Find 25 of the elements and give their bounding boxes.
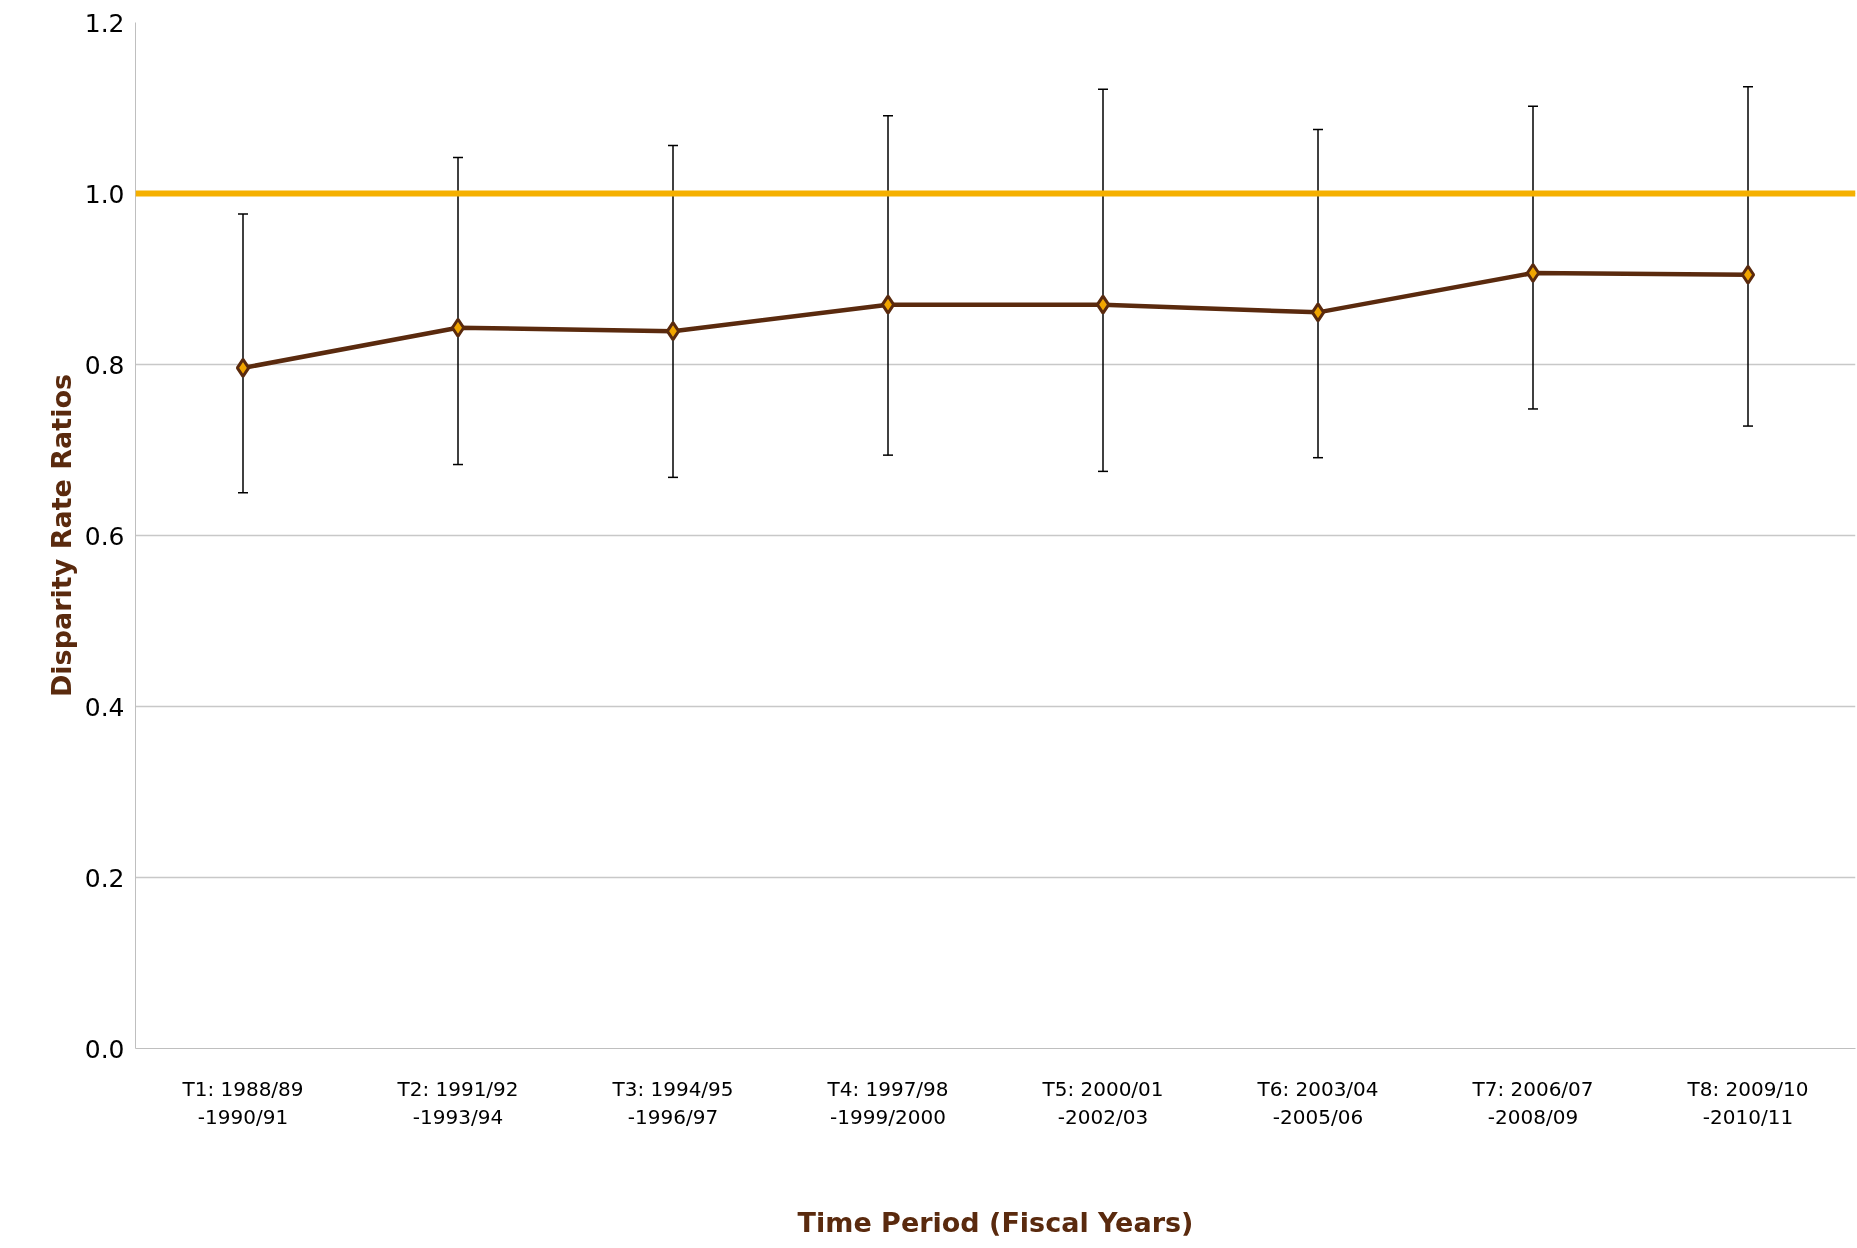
y-tick-label: 0.6 — [84, 521, 125, 551]
point — [450, 317, 466, 338]
x-tick-label: T8: 2009/10 -2010/11 — [1686, 1076, 1809, 1130]
y-tick-label: 0.2 — [84, 863, 125, 893]
x-tick-label: T7: 2006/07 -2008/09 — [1471, 1076, 1594, 1130]
y-tick-label: 1.0 — [84, 179, 125, 209]
x-tick-label: T2: 1991/92 -1993/94 — [396, 1076, 519, 1130]
point — [880, 294, 896, 315]
y-tick-label: 1.2 — [84, 8, 125, 38]
y-tick-label: 0.0 — [84, 1034, 125, 1064]
point — [235, 357, 251, 378]
y-tick-label: 0.4 — [84, 692, 125, 722]
x-tick-label: T5: 2000/01 -2002/03 — [1041, 1076, 1164, 1130]
y-tick-label: 0.8 — [84, 350, 125, 380]
point — [1095, 294, 1111, 315]
point — [665, 321, 681, 342]
x-axis-title: Time Period (Fiscal Years) — [797, 1207, 1194, 1239]
point — [1525, 263, 1541, 284]
y-axis-title: Disparity Rate Ratios — [45, 373, 77, 698]
point — [1740, 264, 1756, 285]
x-tick-label: T6: 2003/04 -2005/06 — [1256, 1076, 1379, 1130]
x-tick-label: T3: 1994/95 -1996/97 — [611, 1076, 734, 1130]
x-tick-label: T4: 1997/98 -1999/2000 — [826, 1076, 949, 1130]
point — [1310, 302, 1326, 323]
x-tick-label: T1: 1988/89 -1990/91 — [181, 1076, 304, 1130]
